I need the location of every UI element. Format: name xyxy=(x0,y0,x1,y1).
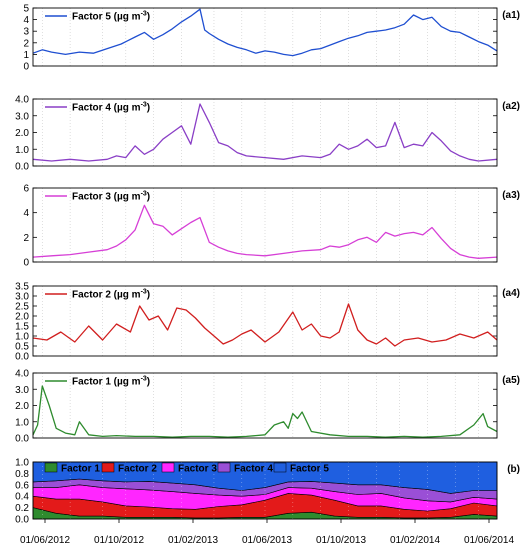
series-line xyxy=(32,204,498,259)
y-tick-label: 0.0 xyxy=(15,515,29,526)
y-tick-label: 0.6 xyxy=(15,480,29,491)
y-tick-label: 1.0 xyxy=(15,458,29,469)
x-tick-label: 01/06/2012 xyxy=(20,535,70,546)
legend-unit-sup: -3 xyxy=(141,11,147,18)
legend-label: Factor 3 xyxy=(178,464,217,475)
legend-swatch xyxy=(101,462,115,473)
y-tick-label: 2.5 xyxy=(15,302,29,313)
panel-label: (a1) xyxy=(502,10,520,21)
legend-swatch xyxy=(273,462,287,473)
legend-unit-sup: -3 xyxy=(141,191,147,198)
legend-unit-sup: -3 xyxy=(141,376,147,383)
legend-swatch xyxy=(161,462,175,473)
legend-unit-close: ) xyxy=(147,12,150,23)
panel-label: (a4) xyxy=(502,288,520,299)
panel-3: 0 2 4 6 Factor 3 (µg m-3) (a3) xyxy=(23,184,520,269)
y-tick-label: 4.0 xyxy=(15,95,29,106)
y-tick-label: 2 xyxy=(23,38,29,49)
legend-unit-close: ) xyxy=(147,192,150,203)
y-tick-label: 3.5 xyxy=(15,282,29,293)
y-tick-label: 4.0 xyxy=(15,369,29,380)
legend-label: Factor 3 (µg m-3) xyxy=(72,191,150,203)
series-line xyxy=(32,8,498,57)
legend-unit-sup: -3 xyxy=(141,289,147,296)
legend-unit: (µg m xyxy=(111,12,141,23)
plot-frame xyxy=(32,461,498,520)
legend-unit-close: ) xyxy=(147,290,150,301)
y-tick-label: 3.0 xyxy=(15,111,29,122)
y-tick-label: 0 xyxy=(23,258,29,269)
legend-label: Factor 4 xyxy=(234,464,273,475)
y-tick-label: 0.8 xyxy=(15,469,29,480)
legend-series-name: Factor 2 xyxy=(72,290,111,301)
plot-frame xyxy=(32,7,498,67)
y-tick-label: 1.5 xyxy=(15,322,29,333)
y-tick-label: 2.0 xyxy=(15,312,29,323)
legend-unit-sup: -3 xyxy=(141,102,147,109)
legend-unit: (µg m xyxy=(111,192,141,203)
x-tick-label: 01/02/2014 xyxy=(390,535,440,546)
y-tick-label: 0 xyxy=(23,62,29,73)
legend-label: Factor 2 xyxy=(118,464,157,475)
legend-label: Factor 1 (µg m-3) xyxy=(72,376,150,388)
y-tick-label: 2.0 xyxy=(15,401,29,412)
y-tick-label: 3 xyxy=(23,27,29,38)
y-tick-label: 0.0 xyxy=(15,352,29,363)
legend-swatch xyxy=(44,462,58,473)
y-tick-label: 3.0 xyxy=(15,292,29,303)
y-tick-label: 1.0 xyxy=(15,417,29,428)
x-tick-label: 01/06/2013 xyxy=(242,535,292,546)
legend-label: Factor 5 (µg m-3) xyxy=(72,11,150,23)
plot-frame xyxy=(32,372,498,439)
y-tick-label: 4 xyxy=(23,15,29,26)
legend-series-name: Factor 5 xyxy=(72,12,111,23)
legend-unit-close: ) xyxy=(147,377,150,388)
plot-frame xyxy=(32,285,498,357)
panel-label: (a2) xyxy=(502,101,520,112)
legend-label: Factor 4 (µg m-3) xyxy=(72,102,150,114)
legend-unit: (µg m xyxy=(111,377,141,388)
plot-frame xyxy=(32,98,498,167)
series-line xyxy=(32,385,498,438)
y-tick-label: 1.0 xyxy=(15,332,29,343)
legend-series-name: Factor 4 xyxy=(72,103,111,114)
x-tick-label: 01/10/2012 xyxy=(94,535,144,546)
legend-series-name: Factor 3 xyxy=(72,192,111,203)
legend-label: Factor 5 xyxy=(290,464,329,475)
legend-unit-close: ) xyxy=(147,103,150,114)
series-line xyxy=(32,103,498,162)
y-tick-label: 3.0 xyxy=(15,385,29,396)
x-tick-label: 01/02/2013 xyxy=(168,535,218,546)
panel-2: 0.0 1.0 2.0 3.0 4.0 Factor 4 (µg m-3) (a2) xyxy=(15,95,520,173)
y-tick-label: 0.4 xyxy=(15,492,29,503)
y-tick-label: 0.0 xyxy=(15,434,29,445)
y-tick-label: 1 xyxy=(23,50,29,61)
plot-frame xyxy=(32,187,498,263)
y-tick-label: 2 xyxy=(23,233,29,244)
panel-label: (a5) xyxy=(502,375,520,386)
y-tick-label: 0.5 xyxy=(15,342,29,353)
y-tick-label: 2.0 xyxy=(15,128,29,139)
panel-4: 0.00.51.01.52.02.53.03.5 Factor 2 (µg m-3… xyxy=(15,282,520,363)
x-tick-label: 01/10/2013 xyxy=(316,535,366,546)
legend-label: Factor 1 xyxy=(61,464,100,475)
panel-label: (a3) xyxy=(502,190,520,201)
panel-label: (b) xyxy=(507,464,520,475)
legend-unit: (µg m xyxy=(111,103,141,114)
y-tick-label: 1.0 xyxy=(15,145,29,156)
y-tick-label: 0.2 xyxy=(15,503,29,514)
legend-unit: (µg m xyxy=(111,290,141,301)
y-tick-label: 0.0 xyxy=(15,162,29,173)
y-tick-label: 4 xyxy=(23,208,29,219)
y-tick-label: 6 xyxy=(23,184,29,195)
legend-label: Factor 2 (µg m-3) xyxy=(72,289,150,301)
legend-swatch xyxy=(217,462,231,473)
legend-series-name: Factor 1 xyxy=(72,377,111,388)
panel-5: 0.0 1.0 2.0 3.0 4.0 Factor 1 (µg m-3) (a5) xyxy=(15,369,520,445)
x-tick-label: 01/06/2014 xyxy=(464,535,514,546)
panel-6: 0.00.20.40.60.81.0 Factor 1 Factor 2 Factor… xyxy=(15,458,520,547)
y-tick-label: 5 xyxy=(23,4,29,15)
